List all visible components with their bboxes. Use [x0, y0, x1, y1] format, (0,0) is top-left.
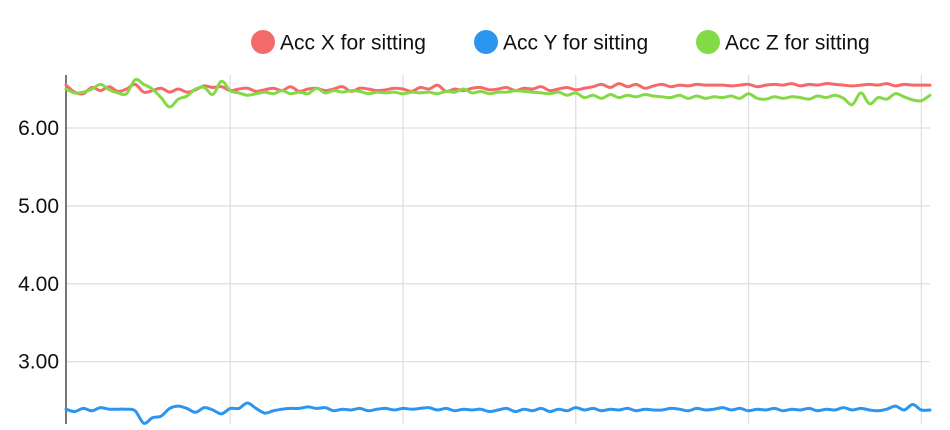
legend-marker-1: [474, 30, 498, 54]
legend-marker-2: [696, 30, 720, 54]
y-tick-label: 6.00: [18, 117, 59, 140]
grid-lines: [65, 75, 930, 424]
series-line-1: [64, 401, 932, 425]
legend-marker-0: [251, 30, 275, 54]
y-axis-ticks: 3.00 4.00 5.00 6.00: [18, 117, 59, 374]
y-tick-label: 5.00: [18, 195, 59, 218]
legend-label-0: Acc X for sitting: [280, 32, 426, 55]
series-lines: [64, 77, 932, 425]
series-line-2: [64, 77, 932, 109]
series-line-0: [64, 82, 932, 96]
y-tick-label: 4.00: [18, 273, 59, 296]
legend-label-2: Acc Z for sitting: [725, 32, 870, 55]
legend-label-1: Acc Y for sitting: [503, 32, 648, 55]
legend: Acc X for sitting Acc Y for sitting Acc Z …: [251, 30, 870, 55]
y-tick-label: 3.00: [18, 351, 59, 374]
